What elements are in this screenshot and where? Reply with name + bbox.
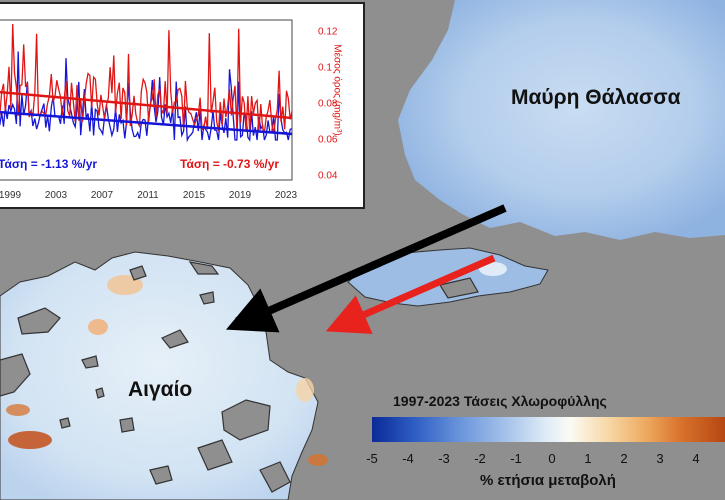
colorbar-tick: 3 <box>656 451 664 466</box>
plot-frame <box>0 19 293 181</box>
y-tick: 0.08 <box>318 98 338 110</box>
warm-patch <box>8 431 52 449</box>
island <box>188 261 220 275</box>
island <box>199 291 215 305</box>
island <box>439 277 479 299</box>
x-tick: 2011 <box>137 190 159 201</box>
y-tick: 0.04 <box>318 170 338 182</box>
blue-series-line <box>0 51 293 143</box>
x-tick: 1999 <box>0 190 22 201</box>
island <box>149 465 173 485</box>
colorbar-tick: 1 <box>584 451 592 466</box>
red-trend-line <box>0 90 293 120</box>
trend-red-label: Τάση = -0.73 %/yr <box>180 157 280 171</box>
colorbar <box>372 417 725 442</box>
colorbar-tick: -2 <box>474 451 486 466</box>
x-tick: 2007 <box>90 190 114 201</box>
colorbar-tick: -4 <box>402 451 414 466</box>
island <box>17 307 61 335</box>
x-tick: 2003 <box>44 190 68 201</box>
warm-patch <box>6 404 30 416</box>
colorbar-tick: -5 <box>366 451 378 466</box>
x-tick: 2015 <box>182 190 206 201</box>
island <box>119 417 135 433</box>
y-axis-label: Μέσος όρος (mg/m³) <box>331 44 343 136</box>
inset-plot <box>0 19 293 181</box>
island <box>221 399 271 441</box>
colorbar-tick: 0 <box>548 451 556 466</box>
island <box>0 353 31 397</box>
trend-blue-label: Τάση = -1.13 %/yr <box>0 157 98 171</box>
colorbar-tick: -3 <box>438 451 450 466</box>
y-tick: 0.1 <box>318 62 332 74</box>
x-tick: 2019 <box>228 190 252 201</box>
island <box>197 439 233 471</box>
island <box>259 461 291 493</box>
red-arrow <box>325 254 496 334</box>
colorbar-tick: 2 <box>620 451 628 466</box>
light-patch <box>479 262 507 276</box>
island <box>161 329 189 349</box>
legend-title: 1997-2023 Τάσεις Χλωροφύλλης <box>393 393 607 409</box>
y-tick: 0.12 <box>318 26 338 38</box>
black-sea-water <box>398 0 725 240</box>
island <box>129 265 147 281</box>
aegean-label: Αιγαίο <box>128 378 193 401</box>
black-sea-label: Μαύρη Θάλασσα <box>511 86 681 109</box>
island <box>59 417 71 429</box>
inset-timeseries-chart: Τάση = -1.13 %/yr Τάση = -0.73 %/yr 1999… <box>0 2 365 209</box>
warm-patch <box>88 319 108 335</box>
warm-patch <box>296 378 314 402</box>
colorbar-tick: -1 <box>510 451 522 466</box>
colorbar-tick: 4 <box>692 451 700 466</box>
x-tick: 2023 <box>274 190 298 201</box>
island <box>95 387 105 399</box>
legend-unit: % ετήσια μεταβολή <box>480 472 616 489</box>
y-tick: 0.06 <box>318 134 338 146</box>
blue-trend-line <box>0 110 293 136</box>
islands <box>0 261 479 493</box>
series-lines <box>0 23 293 143</box>
black-arrow <box>225 204 507 333</box>
island <box>81 355 99 369</box>
warm-patch <box>308 454 328 466</box>
red-series-line <box>0 23 293 134</box>
